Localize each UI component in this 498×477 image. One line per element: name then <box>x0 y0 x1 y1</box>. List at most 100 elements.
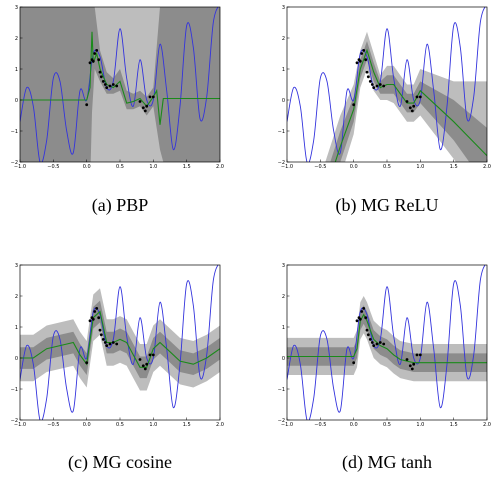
observation-point <box>418 95 422 99</box>
x-tick-label: −1.0 <box>281 422 293 428</box>
y-tick-label: 1 <box>282 325 285 331</box>
observation-point <box>91 59 95 63</box>
plot-area <box>287 265 487 420</box>
y-tick-label: −2 <box>11 160 18 166</box>
x-tick-label: 0.0 <box>83 164 91 170</box>
x-tick-label: 1.0 <box>416 422 424 428</box>
observation-point <box>364 58 368 62</box>
observation-point <box>368 338 372 341</box>
x-tick-label: 0.0 <box>350 422 358 428</box>
observation-point <box>148 95 152 99</box>
observation-point <box>364 316 368 320</box>
observation-point <box>85 361 89 365</box>
x-tick-label: 0.0 <box>350 164 358 170</box>
observation-point <box>360 310 364 313</box>
observation-point <box>370 83 374 86</box>
observation-point <box>415 353 419 357</box>
y-tick-label: −2 <box>278 160 285 166</box>
plot-area <box>20 7 220 162</box>
observation-point <box>93 52 97 55</box>
y-tick-label: −2 <box>11 418 18 424</box>
observation-point <box>99 75 103 79</box>
y-tick-label: 3 <box>282 5 285 11</box>
observation-point <box>115 84 119 88</box>
inner-uncertainty-band <box>330 41 487 162</box>
observation-point <box>95 307 99 310</box>
x-tick-label: −0.5 <box>314 422 326 428</box>
x-tick-label: 0.5 <box>383 422 391 428</box>
observation-point <box>372 344 376 347</box>
observation-point <box>138 358 142 361</box>
x-tick-label: 1.5 <box>183 422 191 428</box>
observation-point <box>151 353 155 357</box>
observation-point <box>412 362 416 366</box>
plot-mg-relu: −1.0 −0.5 0.0 0.5 1.0 1.5 2.0 −2 −1 0 1 2 3 <box>278 5 491 170</box>
observation-point <box>366 333 370 337</box>
observation-point <box>365 328 369 332</box>
y-tick-label: 2 <box>15 36 18 42</box>
x-tick-label: 1.0 <box>149 422 157 428</box>
y-tick-label: 2 <box>15 294 18 300</box>
x-tick-label: −0.5 <box>314 164 326 170</box>
observation-point <box>372 86 376 89</box>
y-tick-label: 3 <box>282 263 285 269</box>
observation-point <box>358 59 362 63</box>
observation-point <box>95 49 99 52</box>
predictive-mean-line <box>20 31 220 125</box>
observation-point <box>366 75 370 79</box>
x-tick-label: 1.5 <box>183 164 191 170</box>
observation-point <box>103 83 107 86</box>
y-tick-label: 2 <box>282 294 285 300</box>
plot-mg-tanh: −1.0 −0.5 0.0 0.5 1.0 1.5 2.0 −2 −1 0 1 2 3 <box>278 263 491 428</box>
observation-point <box>111 83 115 86</box>
plot-area <box>20 265 220 420</box>
plot-pbp: −1.0 −0.5 0.0 0.5 1.0 1.5 2.0 −2 −1 0 1 2 3 <box>11 5 224 170</box>
observation-point <box>145 362 149 366</box>
x-tick-label: 1.0 <box>149 164 157 170</box>
observation-point <box>378 341 382 344</box>
observation-point <box>151 95 155 99</box>
y-tick-label: 0 <box>282 98 285 104</box>
observation-point <box>103 341 107 344</box>
observation-point <box>97 316 101 320</box>
y-tick-label: −1 <box>278 387 285 393</box>
inner-uncertainty-band <box>287 305 487 372</box>
observation-point <box>93 310 97 313</box>
observation-point <box>98 328 102 332</box>
caption-mg-cosine: (c) MG cosine <box>68 452 172 472</box>
observation-point <box>410 109 414 113</box>
x-tick-label: 0.5 <box>383 164 391 170</box>
observation-point <box>145 104 149 108</box>
y-tick-label: −1 <box>11 129 18 135</box>
observation-point <box>105 86 109 89</box>
observation-point <box>143 367 147 371</box>
x-tick-label: −0.5 <box>47 422 59 428</box>
true-function-line <box>20 7 219 162</box>
y-tick-label: 0 <box>15 356 18 362</box>
y-tick-label: 0 <box>15 98 18 104</box>
y-tick-label: 2 <box>282 36 285 42</box>
x-tick-label: −1.0 <box>14 422 26 428</box>
observation-point <box>355 61 359 65</box>
observation-point <box>101 338 105 341</box>
observation-point <box>141 364 145 368</box>
y-tick-label: −2 <box>278 418 285 424</box>
observation-point <box>99 333 103 337</box>
observation-point <box>378 83 382 86</box>
observation-point <box>365 70 369 74</box>
true-function-line <box>20 265 219 420</box>
observation-point <box>382 84 386 88</box>
observation-point <box>362 49 366 52</box>
observation-point <box>355 319 359 323</box>
plot-area <box>287 7 487 162</box>
y-tick-label: 1 <box>15 67 18 73</box>
observation-point <box>85 103 89 107</box>
observation-point <box>115 342 119 346</box>
x-tick-label: 2.0 <box>216 422 224 428</box>
x-tick-label: 2.0 <box>483 422 491 428</box>
observation-point <box>415 95 419 99</box>
predictive-mean-line <box>20 310 220 368</box>
x-tick-label: 2.0 <box>483 164 491 170</box>
true-function-line <box>287 7 486 162</box>
x-tick-label: 1.5 <box>450 422 458 428</box>
